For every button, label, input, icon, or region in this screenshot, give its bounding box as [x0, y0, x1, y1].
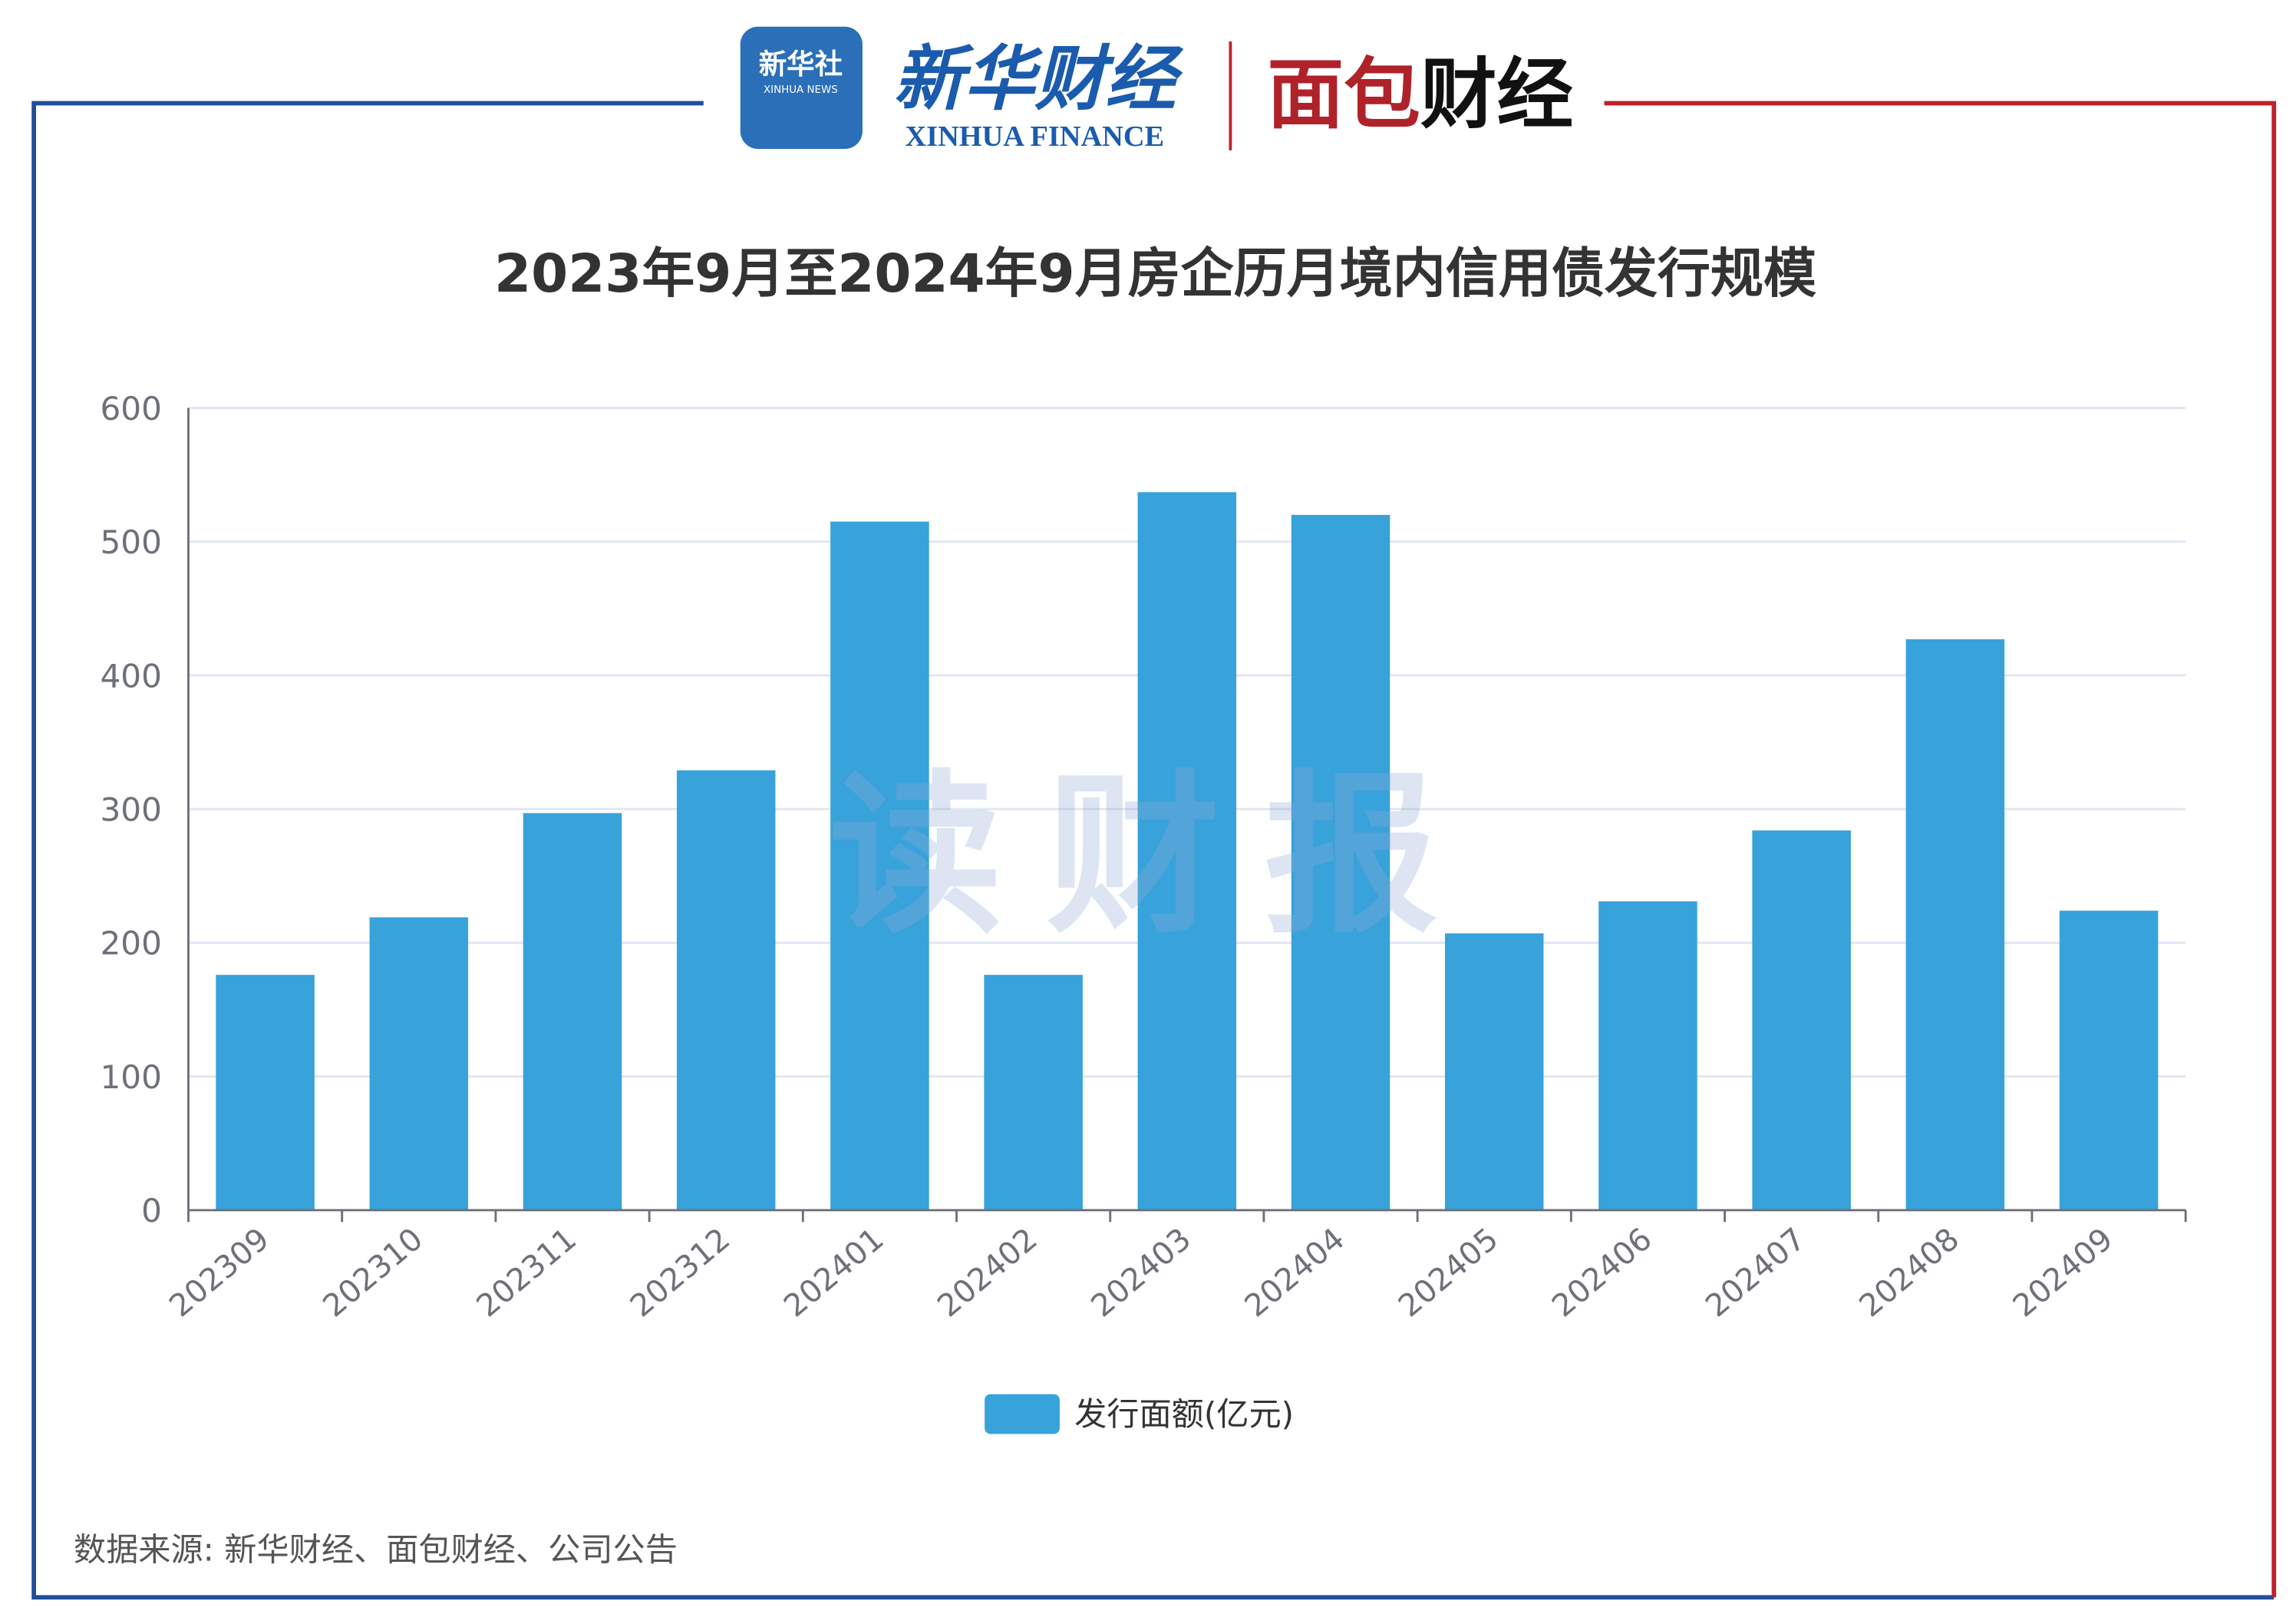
bar-202406[interactable]: [1598, 901, 1697, 1210]
x-tick-label: 202408: [1853, 1221, 1966, 1324]
bar-202310[interactable]: [369, 917, 469, 1210]
svg-text:新华财经: 新华财经: [893, 41, 1183, 119]
bar-202312[interactable]: [676, 770, 776, 1210]
bar-202401[interactable]: [830, 521, 929, 1210]
bar-202408[interactable]: [1905, 639, 2005, 1210]
legend-swatch: [985, 1394, 1060, 1434]
chart-title: 2023年9月至2024年9月房企历月境内信用债发行规模: [494, 243, 1816, 305]
x-tick-label: 202403: [1085, 1221, 1198, 1324]
x-tick-label: 202309: [163, 1221, 275, 1324]
frame: [31, 101, 2277, 1600]
y-tick-label: 400: [100, 657, 162, 695]
xinhua-news-logo: 新华社 XINHUA NEWS: [740, 26, 863, 149]
xinhua-finance-logo: 新华财经 XINHUA FINANCE: [893, 41, 1183, 153]
x-tick-label: 202402: [931, 1221, 1044, 1324]
bar-202309[interactable]: [216, 975, 315, 1210]
mianbao-logo: 面包财经: [1267, 50, 1573, 140]
source-note: 数据来源: 新华财经、面包财经、公司公告: [74, 1530, 678, 1568]
bar-202409[interactable]: [2059, 910, 2159, 1210]
svg-text:面包财经: 面包财经: [1267, 50, 1573, 140]
x-tick-label: 202406: [1546, 1221, 1658, 1324]
y-tick-label: 200: [100, 925, 162, 962]
x-tick-label: 202401: [777, 1221, 890, 1324]
y-tick-label: 500: [100, 523, 162, 561]
svg-text:XINHUA FINANCE: XINHUA FINANCE: [905, 120, 1164, 153]
y-tick-label: 600: [100, 390, 162, 427]
bars: [216, 492, 2159, 1210]
x-tick-label: 202312: [624, 1221, 737, 1324]
bar-202403[interactable]: [1137, 492, 1237, 1210]
svg-text:新华社: 新华社: [759, 48, 843, 81]
bar-202404[interactable]: [1291, 514, 1390, 1210]
x-tick-label: 202409: [2007, 1221, 2120, 1324]
x-tick-label: 202311: [470, 1221, 583, 1324]
bar-202402[interactable]: [984, 975, 1083, 1210]
x-tick-label: 202407: [1699, 1221, 1812, 1324]
x-tick-label: 202405: [1392, 1221, 1505, 1324]
y-tick-label: 100: [100, 1058, 162, 1096]
bar-202407[interactable]: [1752, 830, 1851, 1210]
legend[interactable]: 发行面额(亿元): [985, 1394, 1294, 1434]
legend-label: 发行面额(亿元): [1074, 1395, 1294, 1433]
bar-202405[interactable]: [1444, 933, 1544, 1210]
y-tick-label: 300: [100, 791, 162, 829]
y-tick-label: 0: [141, 1192, 162, 1230]
x-tick-label: 202310: [317, 1221, 430, 1324]
bar-202311[interactable]: [523, 813, 622, 1210]
svg-text:XINHUA NEWS: XINHUA NEWS: [764, 84, 838, 96]
x-tick-label: 202404: [1239, 1221, 1351, 1324]
